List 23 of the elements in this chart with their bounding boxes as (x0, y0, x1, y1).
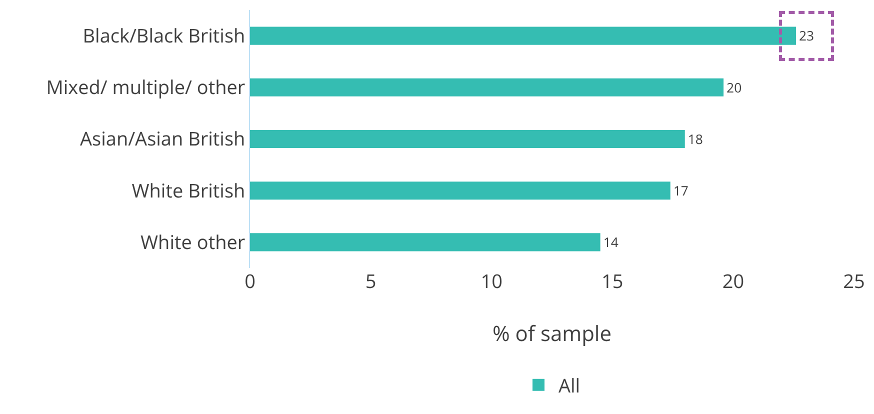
y-tick-label: Black/Black British (82, 22, 246, 48)
y-tick-label: White British (132, 177, 246, 204)
data-label: 20 (726, 78, 742, 96)
y-tick-label: Mixed/ multiple/ other (46, 74, 246, 100)
bar (250, 26, 796, 45)
data-label: 17 (673, 181, 688, 200)
x-tick-label: 15 (602, 268, 624, 294)
bar (250, 78, 724, 96)
bar (250, 182, 670, 200)
x-tick-label: 5 (365, 268, 376, 294)
x-axis-title: % of sample (492, 320, 612, 348)
y-tick-label: White other (140, 228, 246, 255)
x-tick-label: 10 (480, 268, 502, 294)
data-label: 23 (799, 26, 814, 45)
legend-label: All (558, 372, 580, 398)
x-tick-label: 25 (843, 268, 865, 294)
x-tick-label: 20 (722, 268, 744, 294)
bar (250, 233, 600, 252)
data-label: 18 (688, 130, 703, 148)
y-tick-label: Asian/Asian British (80, 126, 246, 152)
x-tick-label: 0 (244, 268, 256, 294)
bar (250, 130, 685, 148)
data-label: 14 (603, 233, 619, 252)
